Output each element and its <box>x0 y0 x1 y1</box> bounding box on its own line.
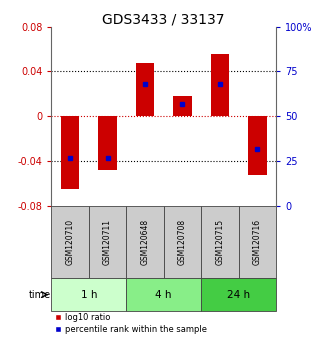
Legend: log10 ratio, percentile rank within the sample: log10 ratio, percentile rank within the … <box>56 313 207 334</box>
Text: time: time <box>29 290 51 299</box>
Bar <box>173 96 192 116</box>
Text: GSM120708: GSM120708 <box>178 219 187 266</box>
Text: 1 h: 1 h <box>81 290 97 299</box>
Text: GSM120716: GSM120716 <box>253 219 262 266</box>
Bar <box>89 206 126 278</box>
Bar <box>201 278 276 311</box>
Bar <box>211 53 229 116</box>
Title: GDS3433 / 33137: GDS3433 / 33137 <box>102 12 225 27</box>
Bar <box>61 116 79 189</box>
Text: GSM120648: GSM120648 <box>141 219 150 266</box>
Text: GSM120710: GSM120710 <box>65 219 74 266</box>
Text: 4 h: 4 h <box>155 290 172 299</box>
Text: GSM120711: GSM120711 <box>103 219 112 265</box>
Bar <box>164 206 201 278</box>
Bar <box>126 206 164 278</box>
Bar <box>135 63 154 116</box>
Bar <box>248 116 267 175</box>
Bar <box>126 278 201 311</box>
Bar <box>239 206 276 278</box>
Text: GSM120715: GSM120715 <box>215 219 224 266</box>
Bar <box>51 206 89 278</box>
Bar <box>98 116 117 170</box>
Bar <box>51 278 126 311</box>
Text: 24 h: 24 h <box>227 290 250 299</box>
Bar <box>201 206 239 278</box>
